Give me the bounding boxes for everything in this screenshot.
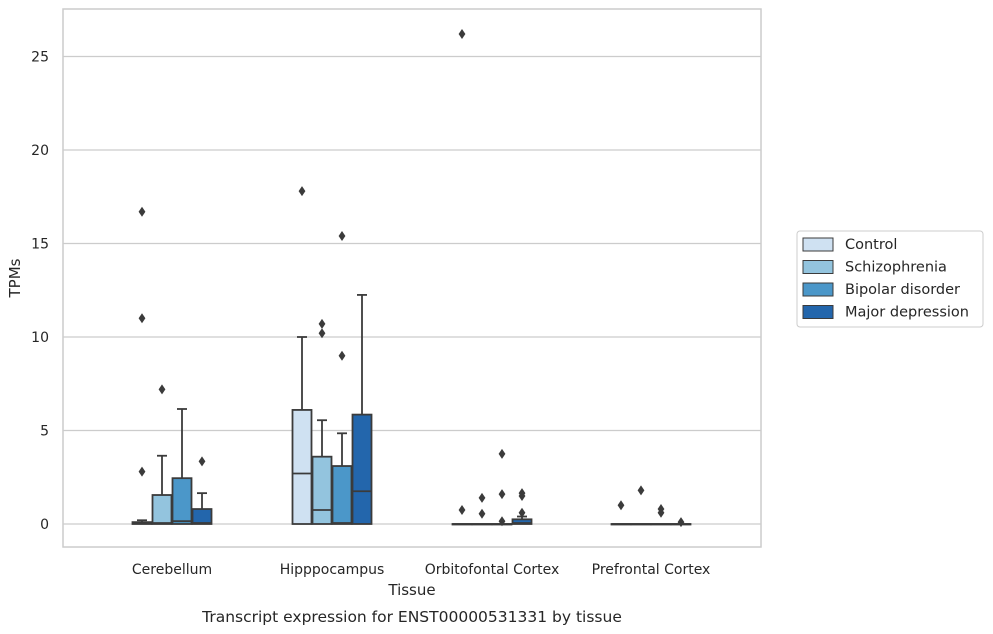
legend-label: Schizophrenia [845,260,947,276]
box-iqr [191,508,213,525]
outlier-point [478,492,486,503]
box-iqr [351,413,373,525]
outlier-point [318,318,326,329]
box-schizophrenia [311,318,333,525]
y-axis-title: TPMs [6,258,24,298]
box-bipolar-disorder [331,231,353,525]
outlier-point [518,507,526,518]
box-control [131,206,153,525]
legend-label: Control [845,237,897,253]
outlier-point [298,186,306,197]
x-tick-label: Hipppocampus [280,562,385,578]
box-iqr [331,465,353,525]
box-bipolar-disorder [650,504,672,526]
plot-frame [62,8,762,548]
outlier-point [318,328,326,339]
box-control [610,500,632,526]
y-tick-label: 25 [31,50,49,66]
legend-swatch [802,260,834,274]
outlier-point [637,485,645,496]
outlier-point [498,448,506,459]
y-tick-label: 15 [31,237,49,253]
outlier-point [138,466,146,477]
legend-swatch [802,237,834,252]
box-iqr [171,477,193,525]
x-tick-label: Orbitofontal Cortex [425,562,560,578]
y-tick-label: 20 [31,143,49,159]
box-schizophrenia [630,485,652,526]
y-tick-label: 5 [40,424,49,440]
outlier-point [498,489,506,500]
outlier-point [458,29,466,40]
y-tick-label: 10 [31,330,49,346]
y-tick-label: 0 [40,517,49,533]
legend-swatch [802,305,834,319]
box-schizophrenia [471,492,493,526]
box-groups [131,29,692,528]
legend-frame [796,230,984,328]
x-tick-label: Prefrontal Cortex [592,562,711,578]
box-iqr [311,455,333,525]
legend-label: Bipolar disorder [845,282,960,298]
x-tick-label: Cerebellum [132,562,212,578]
box-schizophrenia [151,384,173,525]
outlier-point [138,206,146,217]
outlier-point [338,231,346,242]
box-bipolar-disorder [491,448,513,527]
box-iqr [291,409,313,525]
outlier-point [677,517,685,528]
box-iqr [151,494,173,525]
box-major-depression [191,456,213,525]
outlier-point [657,504,665,515]
box-major-depression [351,294,373,525]
box-iqr [511,518,533,525]
outlier-point [617,500,625,511]
chart-caption: Transcript expression for ENST0000053133… [201,608,622,626]
box-control [291,186,313,525]
outlier-point [478,508,486,519]
box-major-depression [511,488,533,525]
y-tick-labels: 0 5 10 15 20 25 [31,50,49,534]
legend-swatch [802,282,834,297]
legend: Control Schizophrenia Bipolar disorder Majo… [796,230,984,328]
outlier-point [338,350,346,361]
outlier-point [458,504,466,515]
outlier-point [138,313,146,324]
outlier-point [158,384,166,395]
box-control [451,29,473,526]
box-major-depression [670,517,692,528]
outlier-point [518,488,526,499]
box-bipolar-disorder [171,408,193,525]
x-axis-title: Tissue [387,581,435,599]
legend-label: Major depression [845,305,969,321]
outlier-point [498,516,506,527]
outlier-point [198,456,206,467]
x-tick-labels: Cerebellum Hipppocampus Orbitofontal Corte… [132,562,710,578]
